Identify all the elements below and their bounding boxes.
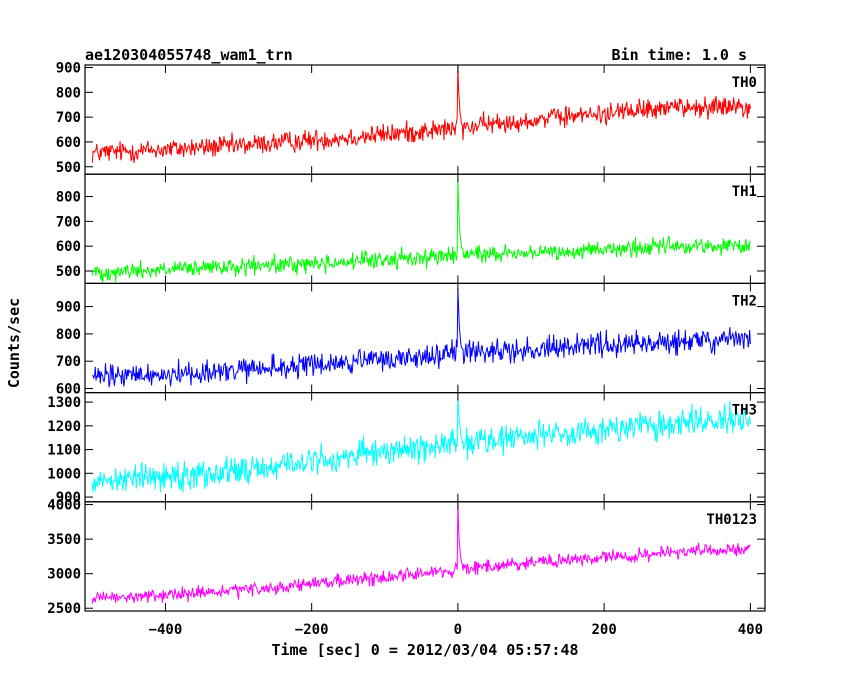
y-tick-label: 500 — [56, 264, 81, 280]
series-line-th1 — [91, 177, 751, 283]
y-tick-label: 500 — [56, 160, 81, 176]
series-line-th2 — [92, 287, 751, 388]
x-axis-title: Time [sec] 0 = 2012/03/04 05:57:48 — [271, 641, 578, 659]
y-tick-label: 900 — [56, 490, 81, 506]
panel-label-th0123: TH0123 — [706, 512, 757, 528]
y-tick-label: 1100 — [47, 443, 81, 459]
x-tick-label: 0 — [454, 622, 462, 638]
y-tick-label: 1000 — [47, 466, 81, 482]
y-axis-title: Counts/sec — [5, 298, 23, 388]
figure-title: ae120304055748_wam1_trn — [85, 46, 293, 64]
panel-th3: 900 1000 1100 1200 1300 TH3 — [47, 392, 766, 506]
panel-frame — [84, 64, 766, 175]
y-tick-label: 1300 — [47, 395, 81, 411]
y-tick-label: 800 — [56, 190, 81, 206]
y-tick-label: 2500 — [47, 601, 81, 617]
y-tick-label: 800 — [56, 327, 81, 343]
panel-frame — [84, 501, 766, 612]
y-tick-label: 3500 — [47, 532, 81, 548]
x-axis: −400 −200 0 200 400 — [149, 622, 763, 638]
x-tick-label: 200 — [591, 622, 616, 638]
panel-label-th2: TH2 — [732, 293, 757, 309]
panel-th1: 500 600 700 800 TH1 — [56, 173, 766, 284]
y-tick-label: 700 — [56, 214, 81, 230]
series-line-th0123 — [91, 502, 751, 604]
panel-th0123: 2500 3000 3500 4000 TH0123 — [47, 498, 766, 617]
panel-label-th1: TH1 — [732, 184, 757, 200]
y-tick-label: 3000 — [47, 567, 81, 583]
y-tick-label: 900 — [56, 60, 81, 76]
y-tick-label: 700 — [56, 110, 81, 126]
x-tick-label: −200 — [295, 622, 329, 638]
y-tick-label: 600 — [56, 382, 81, 398]
y-tick-label: 700 — [56, 354, 81, 370]
series-line-th3 — [91, 396, 751, 493]
y-tick-label: 800 — [56, 85, 81, 101]
y-tick-label: 900 — [56, 300, 81, 316]
y-tick-label: 600 — [56, 239, 81, 255]
x-tick-label: 400 — [738, 622, 763, 638]
y-tick-label: 1200 — [47, 419, 81, 435]
y-tick-label: 600 — [56, 135, 81, 151]
x-tick-label: −400 — [149, 622, 183, 638]
bin-time-label: Bin time: 1.0 s — [612, 46, 747, 64]
panel-stack: 500 600 700 800 900 TH0 500 600 700 800 TH1 600 700 8… — [47, 60, 766, 617]
panel-label-th0: TH0 — [732, 75, 757, 91]
panel-label-th3: TH3 — [732, 403, 757, 419]
panel-th0: 500 600 700 800 900 TH0 — [56, 60, 766, 176]
series-line-th0 — [91, 65, 751, 163]
panel-th2: 600 700 800 900 TH2 — [56, 282, 766, 398]
y-tick-label: 4000 — [47, 498, 81, 514]
